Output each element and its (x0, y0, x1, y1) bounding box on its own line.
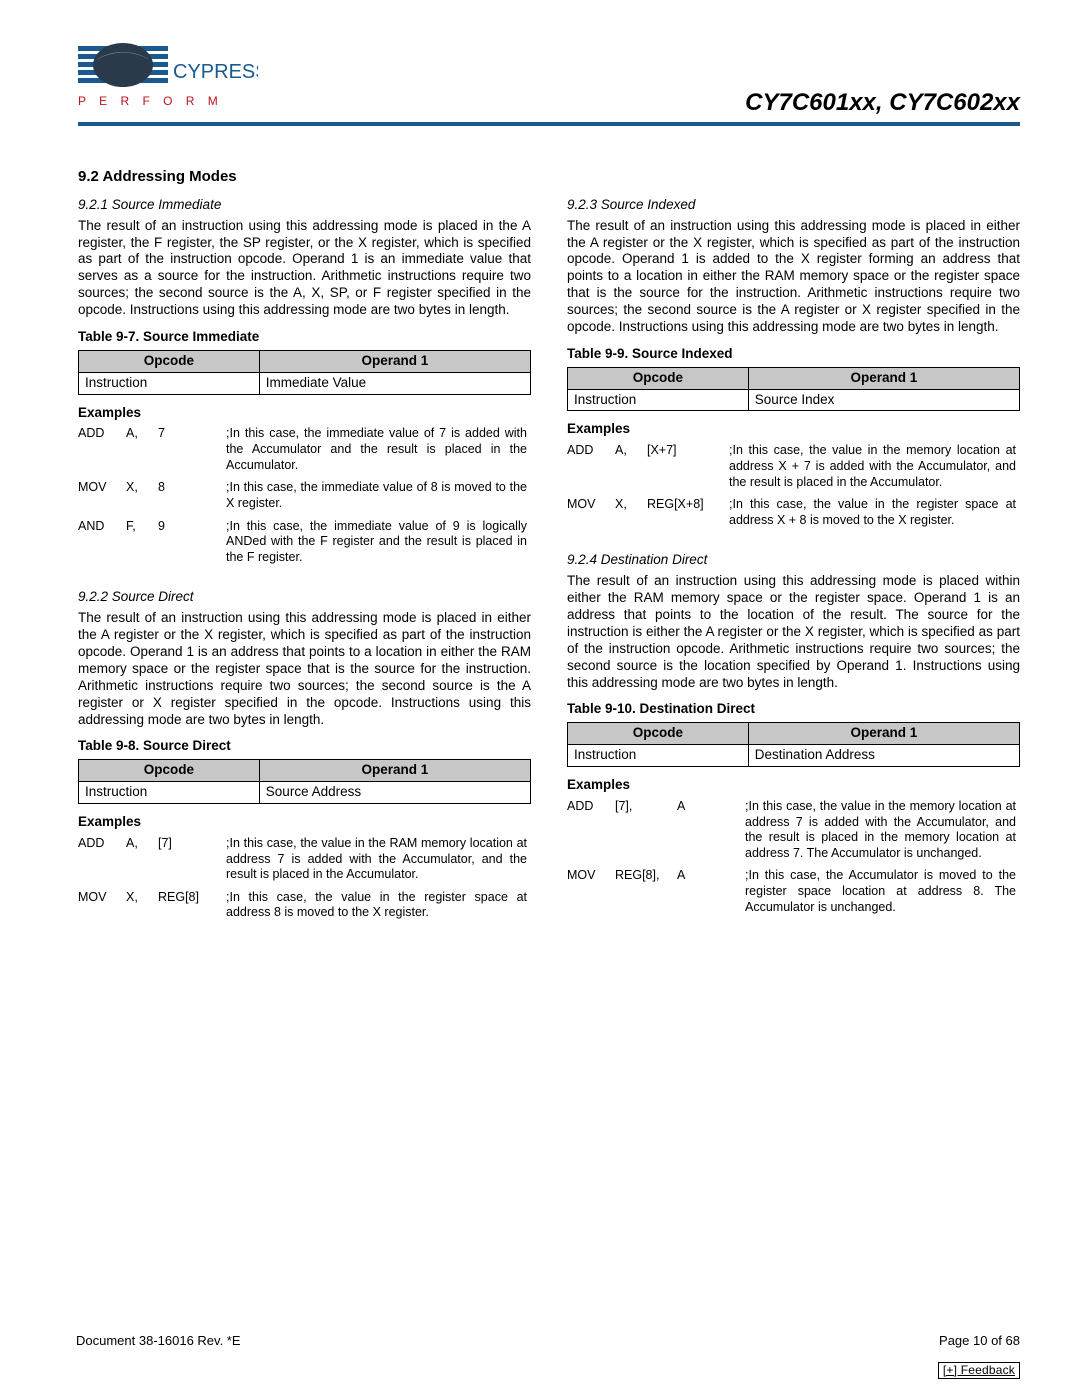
table-title-99: Table 9-9. Source Indexed (567, 346, 1020, 363)
th-opcode: Opcode (568, 367, 749, 389)
subheading-924: 9.2.4 Destination Direct (567, 552, 1020, 569)
td-operand: Destination Address (748, 745, 1019, 767)
examples-98: ADD A, [7] ;In this case, the value in t… (78, 835, 531, 927)
examples-910: ADD [7], A ;In this case, the value in t… (567, 798, 1020, 921)
td-instruction: Instruction (79, 372, 260, 394)
td-operand: Source Index (748, 389, 1019, 411)
part-number-title: CY7C601xx, CY7C602xx (745, 88, 1020, 118)
example-row: ADD A, [X+7] ;In this case, the value in… (567, 442, 1020, 496)
examples-heading-910: Examples (567, 777, 1020, 794)
td-instruction: Instruction (568, 389, 749, 411)
example-row: MOV X, REG[X+8] ;In this case, the value… (567, 496, 1020, 534)
para-922: The result of an instruction using this … (78, 610, 531, 728)
feedback-link[interactable]: [+] Feedback (938, 1362, 1020, 1379)
th-operand1: Operand 1 (748, 367, 1019, 389)
left-column: 9.2.1 Source Immediate The result of an … (78, 197, 531, 945)
examples-97: ADD A, 7 ;In this case, the immediate va… (78, 425, 531, 571)
para-923: The result of an instruction using this … (567, 218, 1020, 336)
page-number: Page 10 of 68 (939, 1333, 1020, 1349)
th-opcode: Opcode (79, 760, 260, 782)
td-instruction: Instruction (568, 745, 749, 767)
para-924: The result of an instruction using this … (567, 573, 1020, 691)
subheading-923: 9.2.3 Source Indexed (567, 197, 1020, 214)
cypress-logo-icon: CYPRESS P E R F O R M (78, 40, 258, 118)
subheading-922: 9.2.2 Source Direct (78, 589, 531, 606)
th-opcode: Opcode (79, 350, 260, 372)
examples-heading-97: Examples (78, 405, 531, 422)
td-instruction: Instruction (79, 782, 260, 804)
cypress-logo: CYPRESS P E R F O R M (78, 40, 278, 118)
example-row: MOV X, REG[8] ;In this case, the value i… (78, 889, 531, 927)
th-operand1: Operand 1 (259, 350, 530, 372)
header-rule (78, 122, 1020, 126)
table-title-98: Table 9-8. Source Direct (78, 738, 531, 755)
subheading-921: 9.2.1 Source Immediate (78, 197, 531, 214)
section-heading: 9.2 Addressing Modes (78, 168, 1020, 187)
th-operand1: Operand 1 (748, 723, 1019, 745)
svg-text:CYPRESS: CYPRESS (173, 61, 258, 83)
examples-99: ADD A, [X+7] ;In this case, the value in… (567, 442, 1020, 534)
table-910: Opcode Operand 1 Instruction Destination… (567, 722, 1020, 767)
table-title-97: Table 9-7. Source Immediate (78, 329, 531, 346)
td-operand: Immediate Value (259, 372, 530, 394)
example-row: ADD A, [7] ;In this case, the value in t… (78, 835, 531, 889)
example-row: ADD A, 7 ;In this case, the immediate va… (78, 425, 531, 479)
example-row: ADD [7], A ;In this case, the value in t… (567, 798, 1020, 868)
examples-heading-98: Examples (78, 814, 531, 831)
example-row: MOV REG[8], A ;In this case, the Accumul… (567, 867, 1020, 921)
td-operand: Source Address (259, 782, 530, 804)
th-opcode: Opcode (568, 723, 749, 745)
table-98: Opcode Operand 1 Instruction Source Addr… (78, 759, 531, 804)
para-921: The result of an instruction using this … (78, 218, 531, 319)
table-97: Opcode Operand 1 Instruction Immediate V… (78, 350, 531, 395)
right-column: 9.2.3 Source Indexed The result of an in… (567, 197, 1020, 945)
table-title-910: Table 9-10. Destination Direct (567, 701, 1020, 718)
examples-heading-99: Examples (567, 421, 1020, 438)
example-row: MOV X, 8 ;In this case, the immediate va… (78, 479, 531, 517)
doc-number: Document 38-16016 Rev. *E (76, 1333, 241, 1349)
svg-text:P E R F O R M: P E R F O R M (78, 94, 223, 108)
page-footer: Document 38-16016 Rev. *E Page 10 of 68 (76, 1333, 1020, 1349)
example-row: AND F, 9 ;In this case, the immediate va… (78, 518, 531, 572)
th-operand1: Operand 1 (259, 760, 530, 782)
table-99: Opcode Operand 1 Instruction Source Inde… (567, 367, 1020, 412)
page-header: CYPRESS P E R F O R M CY7C601xx, CY7C602… (78, 40, 1020, 118)
